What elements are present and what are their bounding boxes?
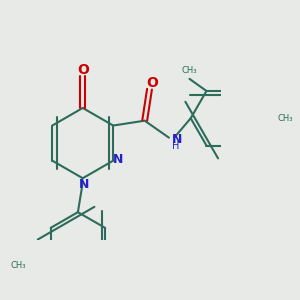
Text: O: O bbox=[77, 63, 89, 77]
Text: N: N bbox=[113, 153, 123, 166]
Text: H: H bbox=[172, 141, 179, 151]
Text: CH₃: CH₃ bbox=[278, 114, 293, 123]
Text: N: N bbox=[79, 178, 89, 191]
Text: CH₃: CH₃ bbox=[182, 66, 197, 75]
Text: N: N bbox=[172, 133, 182, 146]
Text: O: O bbox=[146, 76, 158, 90]
Text: CH₃: CH₃ bbox=[11, 261, 26, 270]
